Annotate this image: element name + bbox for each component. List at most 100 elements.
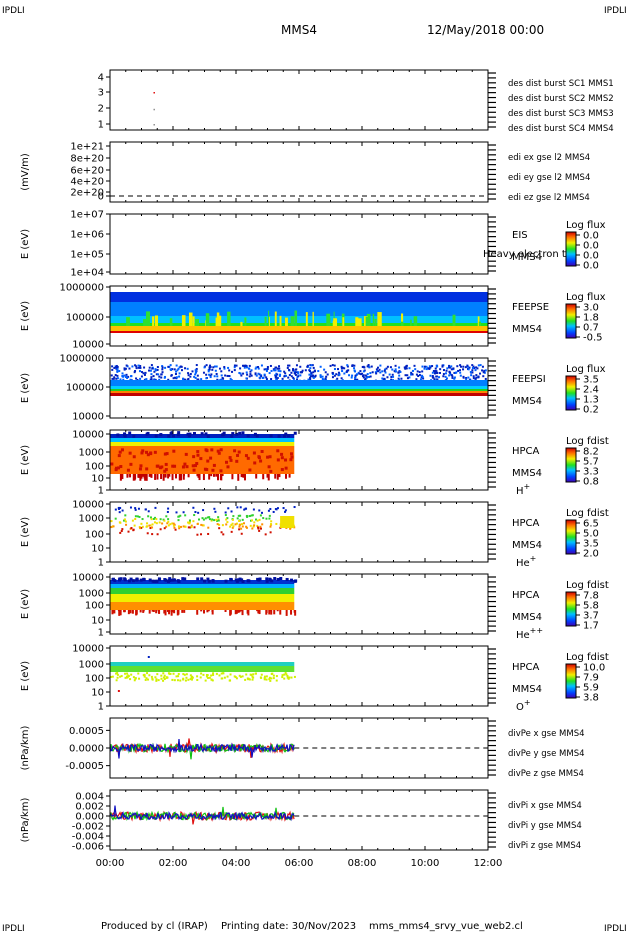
cell-hpca_h — [199, 457, 203, 461]
speck-feepsi — [434, 369, 437, 372]
cell-hpca_o — [177, 672, 180, 675]
cap-hpca_hepp — [265, 577, 269, 581]
speck-feepsi — [432, 370, 435, 373]
cell-hpca_he — [194, 511, 197, 514]
cap-hpca_hepp — [200, 577, 204, 581]
ytick-label-hpca_hepp: 100 — [85, 601, 104, 612]
speck-feepsi — [325, 375, 328, 378]
cap-hpca_h — [154, 434, 158, 438]
cell-hpca_h — [284, 466, 288, 470]
cell-hpca_h — [118, 450, 122, 454]
cell-hpca_he — [230, 510, 233, 513]
cell-hpca_he — [259, 514, 262, 517]
spike-hpca_hepp — [265, 610, 268, 614]
speck-feepsi — [140, 375, 143, 378]
cell-hpca_o — [210, 678, 213, 681]
cell-hpca_he — [251, 519, 254, 522]
colorbar-label-hpca_he: 2.0 — [583, 549, 599, 560]
ytick-label-divpe: 0.0000 — [69, 744, 104, 755]
spike-hpca_h — [231, 474, 234, 480]
cell-hpca_he — [238, 519, 241, 522]
speck-feepsi — [475, 376, 478, 379]
cell-hpca_o — [127, 674, 130, 677]
spike-hpca_hepp — [257, 610, 260, 614]
legend-burst-1: des dist burst SC2 MMS2 — [508, 94, 614, 104]
cell-hpca_he — [146, 532, 149, 535]
spike-hpca_h — [210, 474, 213, 477]
speck-feepsi — [210, 373, 213, 376]
ylabel-divpi: (nPa/km) — [20, 798, 31, 843]
speck-feepsi — [125, 376, 128, 379]
speck-feepsi — [293, 370, 296, 373]
cell-hpca_he — [155, 518, 158, 521]
ytick-label-feepse: 10000 — [72, 340, 104, 351]
cell-hpca_he — [259, 527, 262, 530]
ytick-label-hpca_hepp: 1000 — [79, 589, 104, 600]
ytick-label-hpca_hepp: 1 — [98, 628, 104, 639]
cell-hpca_o — [272, 677, 275, 680]
speck-feepsi — [355, 373, 358, 376]
colorbar-hpca_hepp — [565, 591, 577, 627]
speck-feepsi — [376, 366, 379, 369]
speck-feepsi — [314, 374, 317, 377]
cell-hpca_he — [117, 507, 120, 510]
cell-hpca_he — [154, 506, 157, 509]
cell-hpca_he — [250, 514, 253, 517]
cell-hpca_h — [284, 458, 288, 462]
legend-divpe-2: divPe z gse MMS4 — [508, 769, 584, 779]
spike-hpca_hepp — [229, 610, 232, 616]
speck-feepsi — [242, 372, 245, 375]
cell-hpca_h — [126, 468, 130, 472]
speck-feepsi — [446, 377, 449, 380]
speck-feepsi — [274, 376, 277, 379]
ytick-label-feepsi: 10000 — [72, 412, 104, 423]
cell-hpca_he — [187, 521, 190, 524]
burst-feepse — [374, 318, 377, 326]
spike-hpca_hepp — [129, 610, 132, 614]
speck-feepsi — [449, 366, 452, 369]
plot-area-feepsi — [110, 364, 488, 396]
speck-feepsi — [131, 365, 134, 368]
speck-feepsi — [163, 376, 166, 379]
cap-hpca_hepp — [170, 578, 174, 582]
speck-feepsi — [475, 374, 478, 377]
speck-feepsi — [258, 373, 261, 376]
cell-hpca_he — [162, 518, 165, 521]
speck-feepsi — [128, 367, 131, 370]
speck-feepsi — [288, 369, 291, 372]
speck-feepsi — [359, 370, 362, 373]
cap-hpca_hepp — [268, 578, 272, 582]
speck-feepsi — [112, 377, 115, 380]
speck-feepsi — [290, 375, 293, 378]
burst-feepse — [452, 314, 456, 326]
frame-hpca_he — [109, 501, 489, 563]
speck-feepsi — [413, 364, 416, 367]
ytick-label-burst: 4 — [98, 73, 104, 84]
speck-feepsi — [371, 371, 374, 374]
ytick-label-divpi: 0.002 — [75, 802, 104, 813]
speck-feepsi — [158, 378, 161, 381]
ytick-label-edi: 1e+21 — [70, 142, 104, 153]
frame-eis — [109, 213, 489, 275]
cell-hpca_o — [124, 672, 127, 675]
colorbar-hpca_h — [565, 447, 577, 483]
spike-hpca_h — [139, 474, 142, 481]
speck-feepsi — [274, 375, 277, 378]
cell-hpca_o — [111, 675, 114, 678]
cell-hpca_he — [137, 507, 140, 510]
spike-hpca_hepp — [163, 610, 166, 614]
speck-feepsi — [420, 376, 423, 379]
cap-hpca_h — [238, 431, 242, 435]
speck-feepsi — [483, 371, 486, 374]
cell-hpca_he — [151, 523, 154, 526]
colorbar-hpca_o — [565, 663, 577, 699]
cell-hpca_o — [251, 678, 254, 681]
colorbar-title-feepse: Log flux — [566, 292, 606, 303]
speck-feepsi — [479, 364, 482, 367]
cell-hpca_o — [147, 678, 150, 681]
speck-feepsi — [270, 369, 273, 372]
speck-feepsi — [331, 364, 334, 367]
burst-feepse — [181, 315, 186, 326]
speck-feepsi — [348, 374, 351, 377]
cell-hpca_o — [190, 678, 193, 681]
